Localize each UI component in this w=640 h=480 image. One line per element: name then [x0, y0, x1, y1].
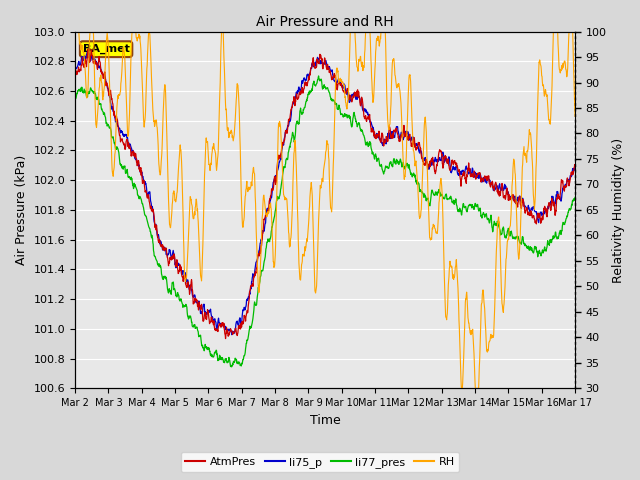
Text: BA_met: BA_met: [83, 44, 129, 54]
Y-axis label: Air Pressure (kPa): Air Pressure (kPa): [15, 155, 28, 265]
Y-axis label: Relativity Humidity (%): Relativity Humidity (%): [612, 137, 625, 283]
Title: Air Pressure and RH: Air Pressure and RH: [256, 15, 394, 29]
X-axis label: Time: Time: [310, 414, 340, 427]
Legend: AtmPres, li75_p, li77_pres, RH: AtmPres, li75_p, li77_pres, RH: [180, 452, 460, 472]
